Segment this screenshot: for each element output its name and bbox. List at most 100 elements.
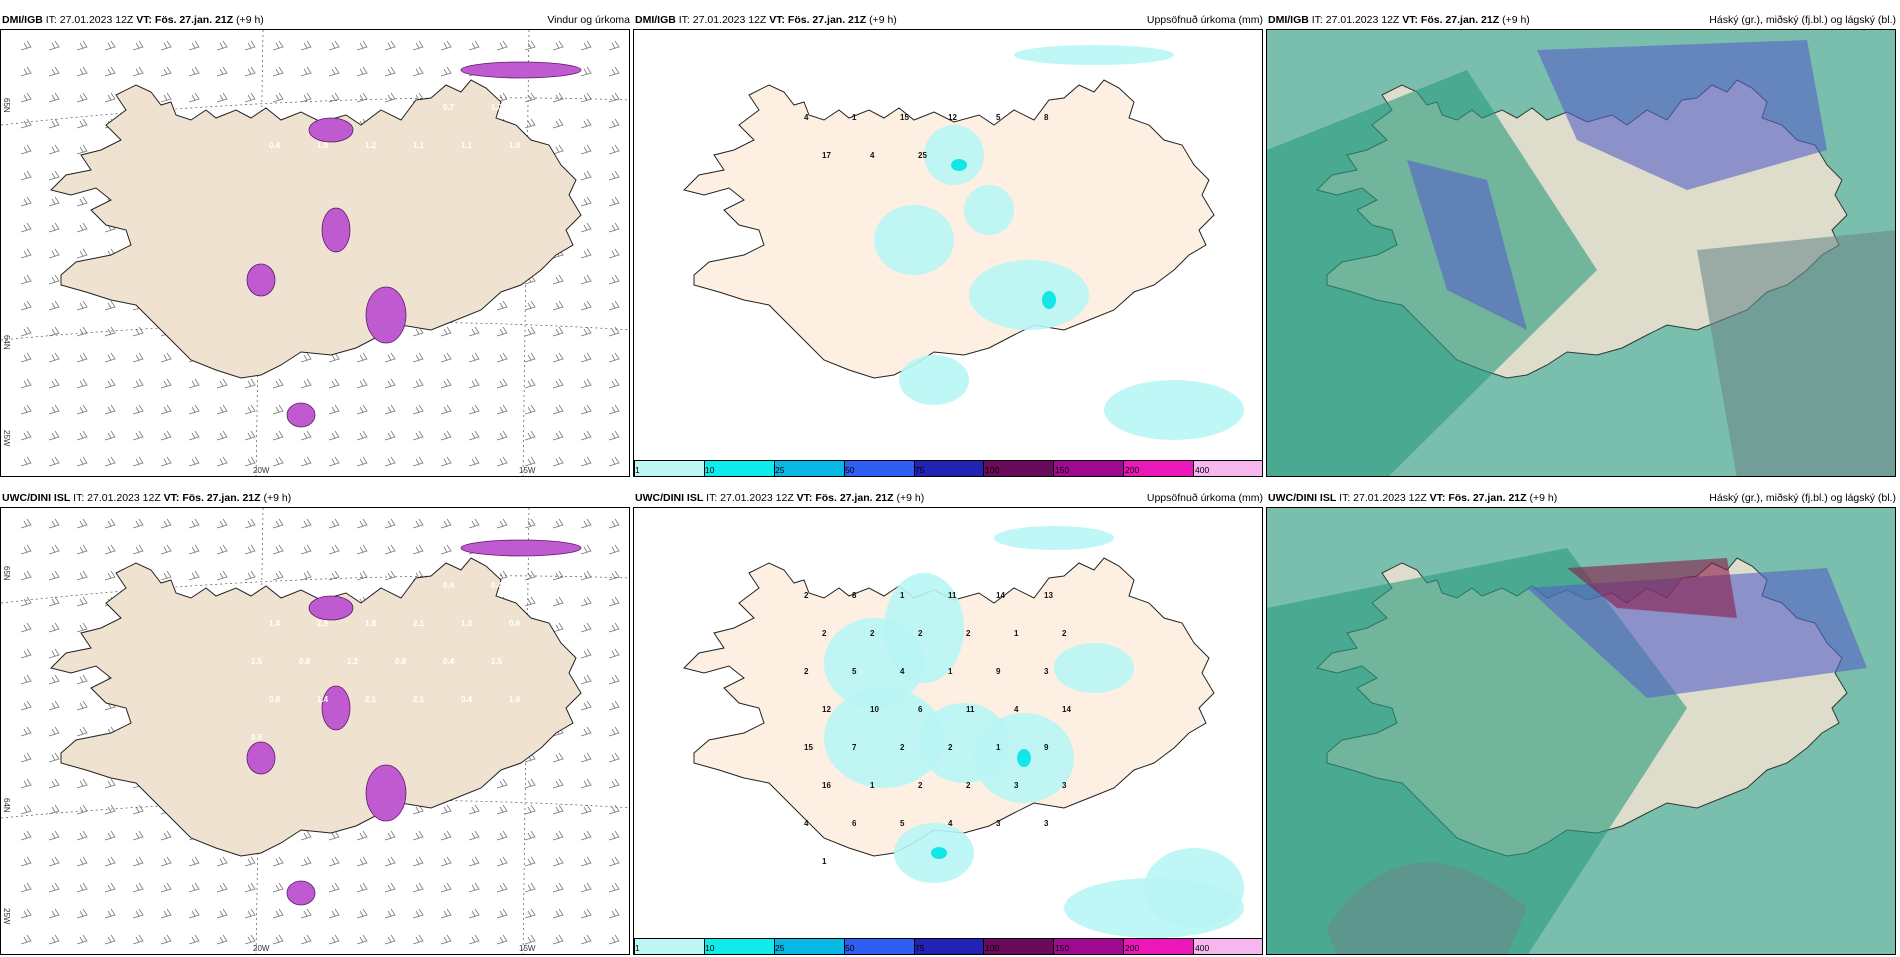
value-label: 1.2 xyxy=(347,657,359,666)
wind-barb xyxy=(496,778,508,789)
wind-barb xyxy=(412,378,424,389)
cloud-map xyxy=(1267,30,1895,476)
colorbar-tick-label: 10 xyxy=(705,943,715,953)
wind-barb xyxy=(76,222,88,233)
colorbar-tick-label: 1 xyxy=(635,943,640,953)
wind-barb xyxy=(552,778,564,789)
model-name: DMI/IGB xyxy=(1268,14,1309,26)
cloud-patch xyxy=(1567,558,1737,618)
wind-barb xyxy=(300,40,312,51)
wind-barb xyxy=(412,430,424,441)
value-label: 2 xyxy=(804,591,809,600)
value-label: 0.7 xyxy=(299,581,311,590)
wind-barb xyxy=(76,118,88,129)
value-label: 15 xyxy=(900,113,909,122)
value-label: 9 xyxy=(1044,743,1049,752)
wind-barb xyxy=(552,570,564,581)
precip-area xyxy=(1144,848,1244,928)
wind-barb xyxy=(328,544,340,555)
wind-barb xyxy=(244,456,256,467)
wind-barb xyxy=(104,804,116,815)
value-label: 1.5 xyxy=(251,657,263,666)
colorbar-segment xyxy=(1194,461,1262,476)
value-label: 1.4 xyxy=(269,619,281,628)
precip-area xyxy=(824,688,944,788)
lat-label: 65N xyxy=(2,566,11,581)
wind-barb xyxy=(216,40,228,51)
wind-barb xyxy=(440,830,452,841)
wind-barb xyxy=(384,882,396,893)
panel-title: Uppsöfnuð úrkoma (mm) xyxy=(1146,14,1263,26)
wind-barb xyxy=(76,804,88,815)
wind-barb xyxy=(76,622,88,633)
wind-barb xyxy=(20,144,32,155)
wind-barb xyxy=(468,430,480,441)
wind-barb xyxy=(76,518,88,529)
wind-barb xyxy=(244,908,256,919)
wind-barb xyxy=(48,352,60,363)
wind-barb xyxy=(160,66,172,77)
value-label: 3 xyxy=(1044,819,1049,828)
wind-barb xyxy=(104,92,116,103)
wind-barb xyxy=(552,456,564,467)
value-label: 1 xyxy=(1014,629,1019,638)
wind-barb xyxy=(48,752,60,763)
value-label: 1.0 xyxy=(461,619,473,628)
colorbar-segment xyxy=(914,461,985,476)
wind-barb xyxy=(580,40,592,51)
wind-barb xyxy=(272,882,284,893)
value-label: 0.4 xyxy=(443,581,455,590)
wind-barb xyxy=(132,882,144,893)
wind-barb xyxy=(524,456,536,467)
wind-barb xyxy=(216,430,228,441)
cloud-patch xyxy=(1537,40,1827,190)
snow-area xyxy=(286,402,316,428)
wind-barb xyxy=(20,804,32,815)
cloud-areas xyxy=(1267,40,1895,476)
wind-barb xyxy=(524,352,536,363)
wind-barb xyxy=(580,804,592,815)
wind-barb xyxy=(580,648,592,659)
wind-barb xyxy=(608,700,620,711)
value-label: 0.6 xyxy=(347,581,359,590)
iceland-landmass xyxy=(50,557,582,857)
wind-barb xyxy=(552,882,564,893)
wind-barb xyxy=(412,544,424,555)
wind-barb xyxy=(412,882,424,893)
wind-barb xyxy=(20,518,32,529)
wind-barb xyxy=(328,882,340,893)
wind-barb xyxy=(20,830,32,841)
precip-areas xyxy=(824,526,1244,938)
precip-area xyxy=(964,185,1014,235)
wind-barb xyxy=(104,518,116,529)
wind-barb xyxy=(76,248,88,259)
wind-barb xyxy=(608,830,620,841)
wind-barb xyxy=(160,830,172,841)
valid-time: VT: Fös. 27.jan. 21Z xyxy=(1402,14,1500,26)
value-label: 2.1 xyxy=(413,619,425,628)
value-label: 1.0 xyxy=(509,695,521,704)
wind-barb xyxy=(48,804,60,815)
wind-barb xyxy=(20,196,32,207)
wind-barb xyxy=(272,856,284,867)
wind-barb xyxy=(132,830,144,841)
value-label: 3 xyxy=(996,819,1001,828)
wind-barb xyxy=(328,908,340,919)
snow-area xyxy=(365,764,407,822)
wind-barb xyxy=(216,66,228,77)
wind-barb xyxy=(48,92,60,103)
wind-barb xyxy=(76,326,88,337)
wind-barb xyxy=(188,66,200,77)
wind-barb xyxy=(188,40,200,51)
wind-barb xyxy=(552,274,564,285)
wind-barb xyxy=(580,248,592,259)
precip-area xyxy=(1104,380,1244,440)
colorbar-labels: 1 10 25 50 75 100 150 200 400 xyxy=(633,943,1263,955)
wind-barb xyxy=(20,778,32,789)
wind-barb xyxy=(328,378,340,389)
colorbar-tick-label: 150 xyxy=(1055,943,1070,953)
value-label: 13 xyxy=(1044,591,1053,600)
forecast-offset: (+9 h) xyxy=(1529,492,1558,504)
wind-barb xyxy=(48,430,60,441)
